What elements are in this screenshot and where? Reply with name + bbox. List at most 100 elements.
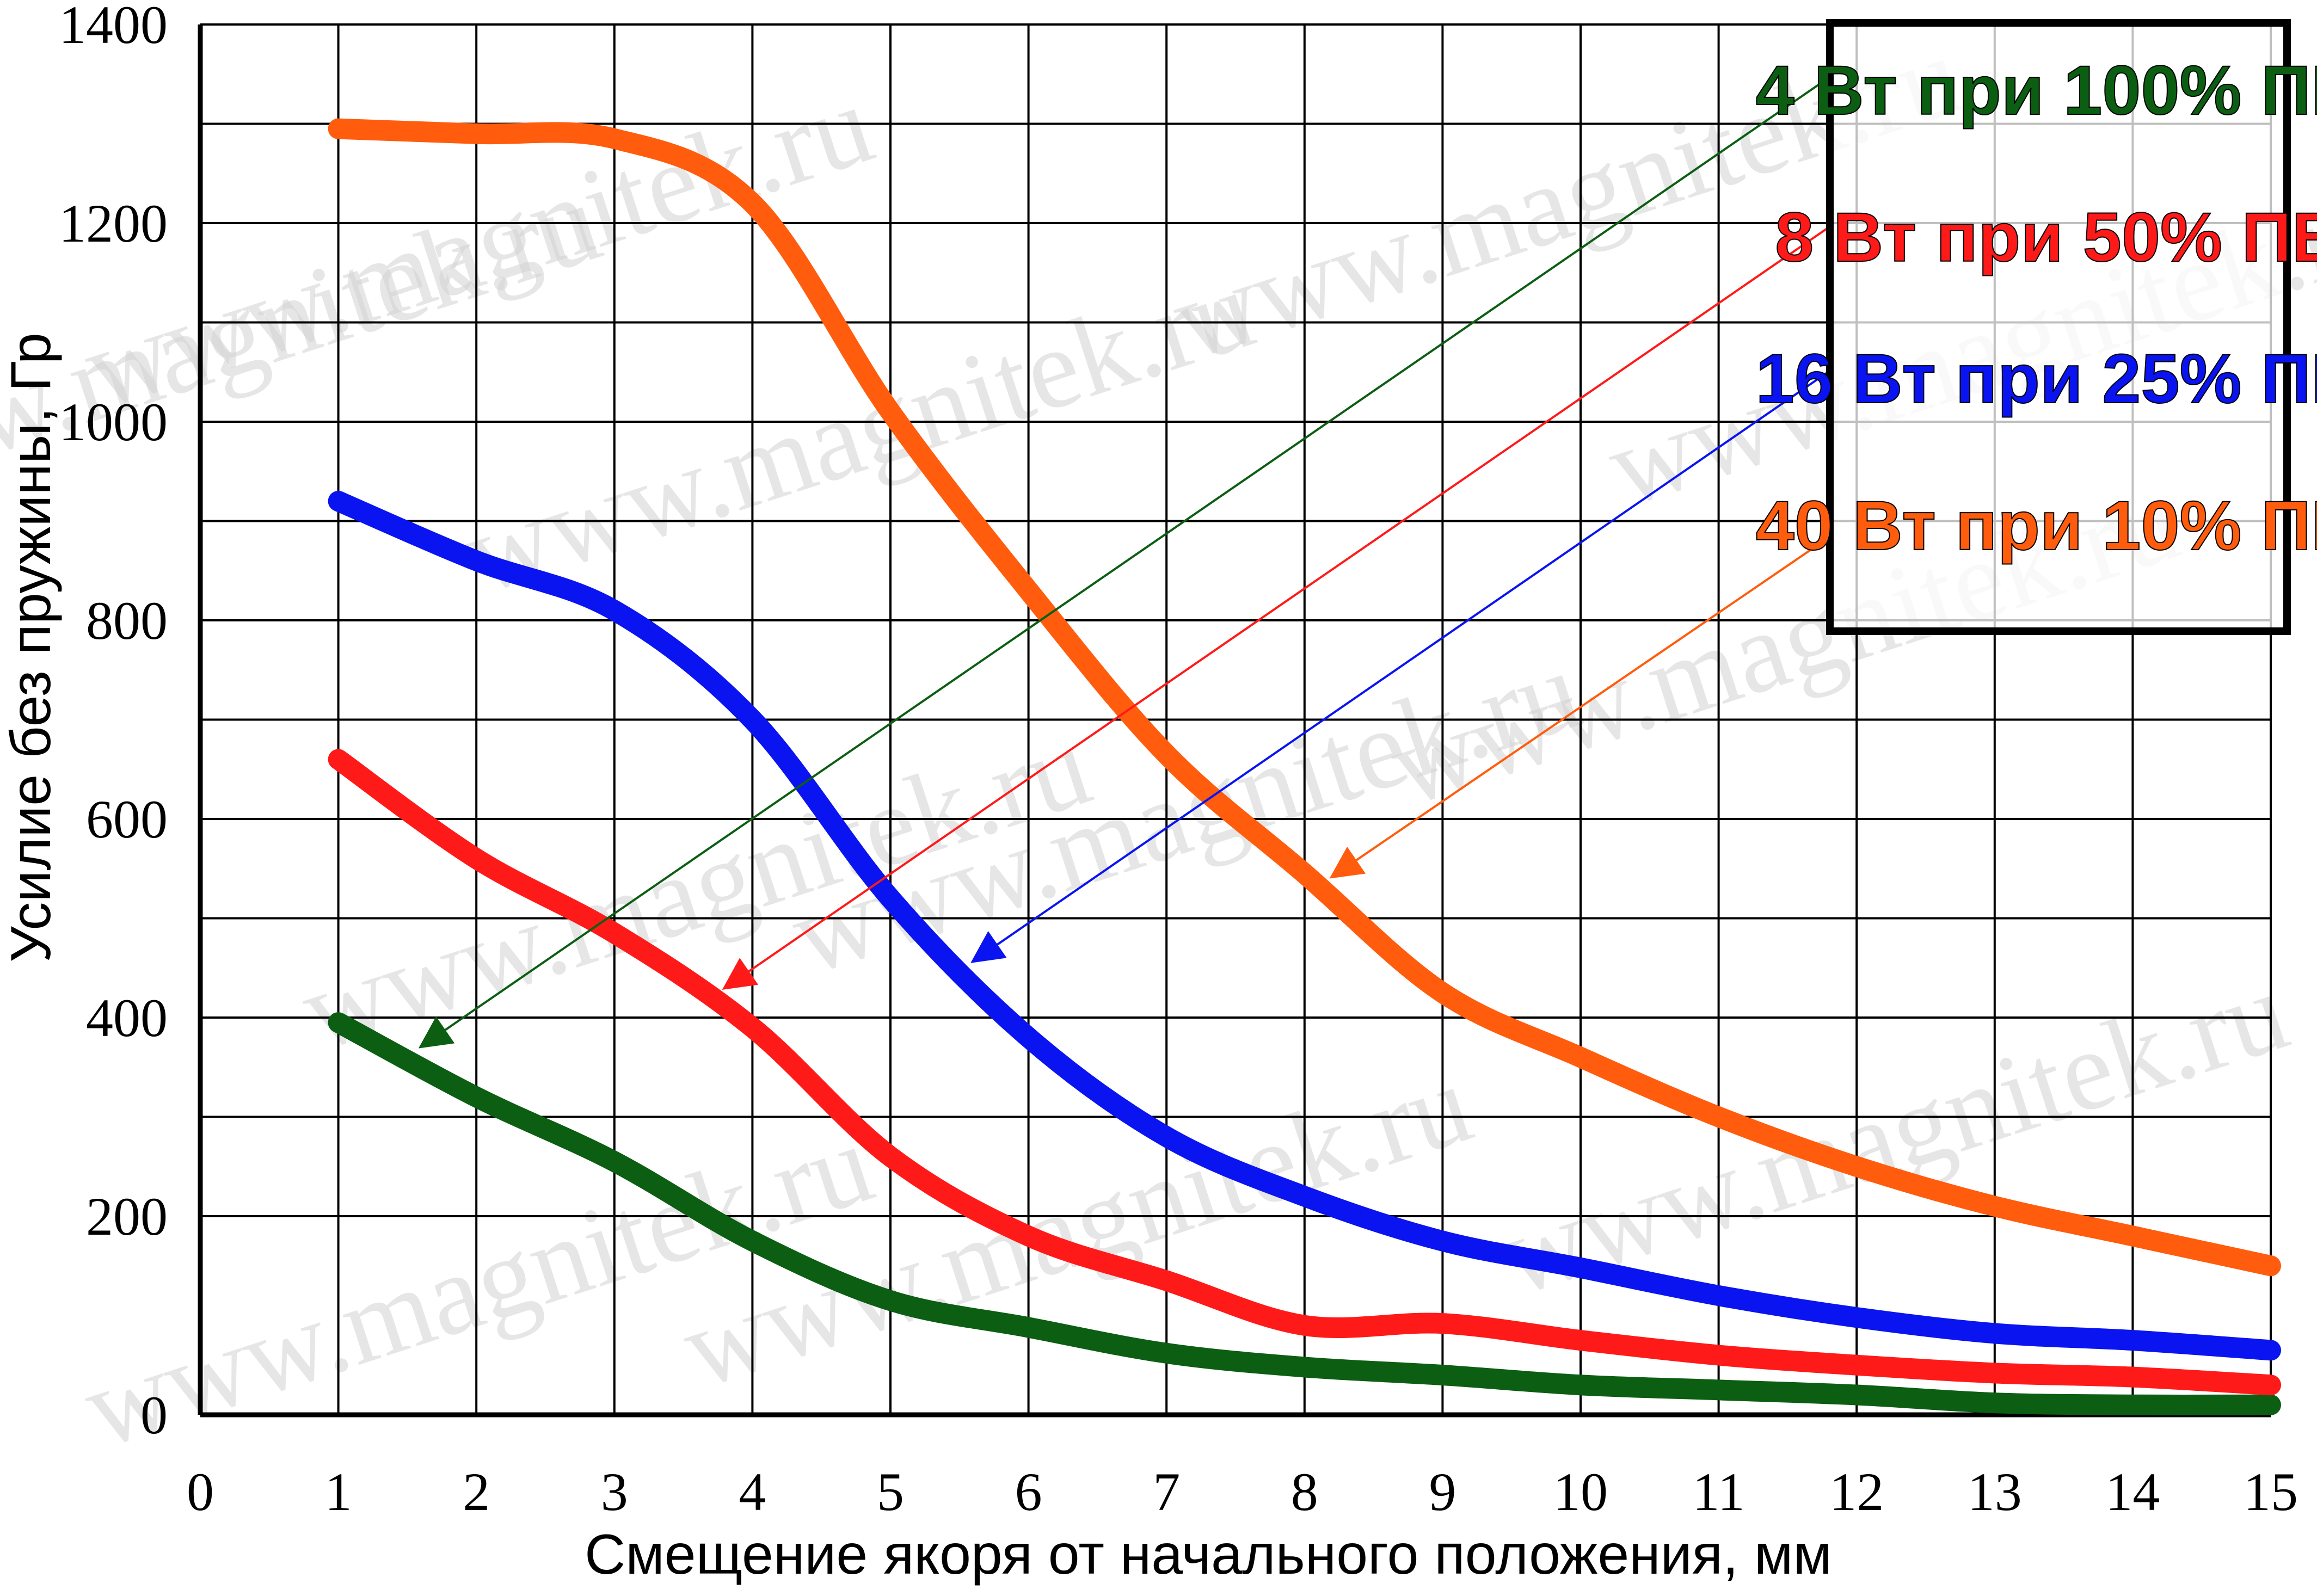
- watermark-text: www.magnitek.ru: [451, 245, 1268, 618]
- x-tick-label: 12: [1829, 1462, 1884, 1522]
- data-point-4w: [1994, 1402, 1995, 1403]
- data-point-4w: [890, 1300, 891, 1301]
- x-axis-title: Смещение якоря от начального положения, …: [585, 1523, 1832, 1586]
- data-point-16w: [2270, 1349, 2271, 1351]
- data-point-4w: [1580, 1384, 1581, 1385]
- series-layer: [328, 118, 2281, 1416]
- data-point-4w: [1856, 1395, 1857, 1396]
- x-tick-label: 3: [601, 1462, 628, 1522]
- data-point-4w: [1442, 1375, 1443, 1376]
- x-tick-label: 11: [1692, 1462, 1744, 1522]
- data-point-8w: [752, 1027, 753, 1028]
- data-point-4w: [1718, 1389, 1719, 1390]
- data-point-8w: [1580, 1340, 1581, 1341]
- data-point-40w: [614, 138, 615, 139]
- x-tick-label: 6: [1015, 1462, 1042, 1522]
- data-point-16w: [1856, 1317, 1857, 1318]
- data-point-4w: [338, 1022, 339, 1023]
- data-point-40w: [1580, 1057, 1581, 1058]
- data-point-16w: [1304, 1196, 1305, 1197]
- tick-labels: 0 1 2 3 4 5 6 7 8 9 10 11 12 13 14 15020040060080010001…: [59, 0, 2298, 1522]
- data-point-16w: [1166, 1136, 1167, 1137]
- data-point-8w: [2270, 1384, 2271, 1385]
- data-point-8w: [1166, 1280, 1167, 1281]
- data-point-16w: [1994, 1333, 1995, 1334]
- y-tick-label: 1000: [59, 392, 168, 452]
- series-line-40w: [328, 118, 2281, 1277]
- data-point-16w: [476, 560, 477, 562]
- data-point-4w: [752, 1241, 753, 1242]
- data-point-40w: [1856, 1166, 1857, 1167]
- data-point-40w: [476, 133, 477, 134]
- data-point-16w: [338, 501, 339, 502]
- y-tick-label: 600: [86, 789, 168, 849]
- data-point-40w: [2132, 1236, 2133, 1237]
- x-tick-label: 1: [325, 1462, 352, 1522]
- data-point-40w: [1718, 1117, 1719, 1118]
- data-point-40w: [338, 128, 339, 130]
- data-point-40w: [1028, 590, 1029, 591]
- data-point-16w: [1580, 1267, 1581, 1268]
- legend-label: 16 Вт при 25% ПВ: [1756, 340, 2317, 418]
- data-point-8w: [1994, 1372, 1995, 1373]
- series-line-8w: [328, 749, 2281, 1396]
- data-point-40w: [1994, 1206, 1995, 1207]
- y-tick-label: 1400: [59, 0, 168, 55]
- data-point-16w: [2132, 1340, 2133, 1341]
- data-point-8w: [1856, 1365, 1857, 1366]
- legend-pointer-arrow: [418, 75, 1832, 1049]
- series-line-4w: [328, 1012, 2281, 1416]
- legend-label: 4 Вт при 100% ПВ: [1756, 52, 2317, 130]
- data-point-8w: [1442, 1323, 1443, 1324]
- y-tick-label: 400: [86, 988, 168, 1048]
- y-tick-label: 200: [86, 1186, 168, 1247]
- data-point-40w: [2270, 1265, 2271, 1266]
- data-point-8w: [2132, 1377, 2133, 1378]
- data-point-16w: [1442, 1241, 1443, 1242]
- data-point-40w: [1166, 754, 1167, 755]
- x-tick-label: 2: [463, 1462, 490, 1522]
- data-point-8w: [1028, 1236, 1029, 1237]
- data-point-16w: [752, 719, 753, 720]
- x-tick-label: 0: [187, 1462, 214, 1522]
- y-tick-label: 1200: [59, 193, 168, 254]
- x-tick-label: 9: [1429, 1462, 1456, 1522]
- data-point-4w: [2132, 1404, 2133, 1406]
- data-point-8w: [1718, 1355, 1719, 1356]
- x-tick-label: 13: [1968, 1462, 2022, 1522]
- axes: [198, 24, 2271, 1418]
- series-line-16w: [328, 491, 2281, 1361]
- y-tick-label: 800: [86, 590, 168, 651]
- data-point-40w: [1304, 873, 1305, 874]
- x-tick-label: 10: [1553, 1462, 1608, 1522]
- grid: [200, 23, 2272, 1415]
- data-point-8w: [1304, 1325, 1305, 1326]
- legend-pointer-arrow: [970, 369, 1832, 963]
- data-point-16w: [1718, 1295, 1719, 1296]
- data-point-8w: [614, 933, 615, 934]
- data-point-4w: [476, 1096, 477, 1098]
- legend-pointer-arrow: [1329, 535, 1832, 879]
- legend-pointer-arrow: [722, 225, 1832, 990]
- legend-box: [1826, 19, 2291, 635]
- data-point-16w: [890, 898, 891, 899]
- data-point-40w: [1442, 992, 1443, 993]
- legend-pointers: [418, 75, 1832, 1049]
- x-tick-label: 14: [2105, 1462, 2160, 1522]
- data-point-4w: [614, 1161, 615, 1162]
- data-point-8w: [338, 759, 339, 760]
- x-tick-label: 15: [2244, 1462, 2298, 1522]
- x-tick-label: 7: [1153, 1462, 1180, 1522]
- x-tick-label: 5: [877, 1462, 904, 1522]
- legend: 4 Вт при 100% ПВ 8 Вт при 50% ПВ 16 Вт при…: [1755, 19, 2317, 635]
- data-point-16w: [614, 610, 615, 611]
- legend-label: 40 Вт при 10% ПВ: [1756, 487, 2317, 565]
- data-point-8w: [476, 858, 477, 859]
- data-point-40w: [752, 203, 753, 204]
- y-axis-title: Усилие без пружины, Гр: [0, 332, 63, 962]
- y-tick-label: 0: [140, 1385, 168, 1445]
- data-point-4w: [1166, 1353, 1167, 1354]
- data-point-4w: [1028, 1327, 1029, 1328]
